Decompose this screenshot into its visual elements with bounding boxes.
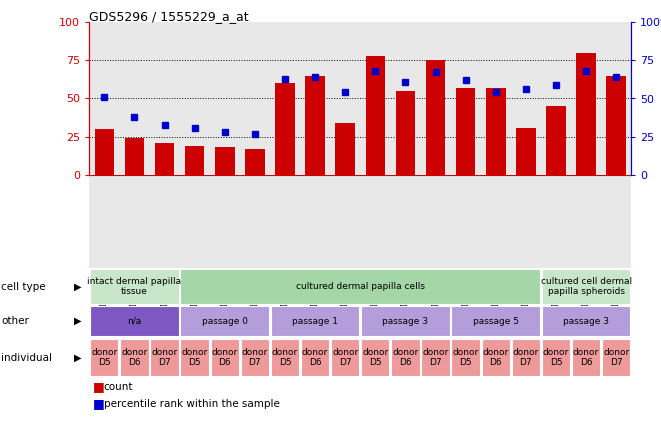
Text: passage 5: passage 5 (473, 316, 519, 326)
Text: ▶: ▶ (74, 352, 82, 363)
Text: count: count (104, 382, 134, 392)
Bar (271, 306, 360, 336)
Text: donor
D6: donor D6 (392, 348, 418, 367)
Text: donor
D7: donor D7 (332, 348, 358, 367)
Text: other: other (1, 316, 29, 326)
Bar (180, 269, 540, 304)
Text: ▶: ▶ (74, 281, 82, 291)
Bar (542, 339, 570, 376)
Text: cultured dermal papilla cells: cultured dermal papilla cells (295, 282, 425, 291)
Text: donor
D5: donor D5 (91, 348, 118, 367)
Text: donor
D5: donor D5 (182, 348, 208, 367)
Text: donor
D7: donor D7 (603, 348, 629, 367)
Text: donor
D5: donor D5 (362, 348, 389, 367)
Bar (361, 306, 449, 336)
Text: passage 3: passage 3 (563, 316, 609, 326)
Bar (150, 339, 178, 376)
Text: donor
D5: donor D5 (272, 348, 298, 367)
Text: passage 1: passage 1 (292, 316, 338, 326)
Bar (516, 128, 535, 175)
Bar (241, 339, 269, 376)
Bar (576, 52, 596, 175)
Bar (396, 91, 415, 175)
Bar (331, 339, 360, 376)
Bar (456, 88, 475, 175)
Text: cell type: cell type (1, 281, 46, 291)
Bar (301, 339, 329, 376)
Text: donor
D7: donor D7 (242, 348, 268, 367)
Bar (366, 56, 385, 175)
Bar (426, 60, 446, 175)
Bar (602, 339, 631, 376)
Bar (185, 146, 204, 175)
Bar (180, 339, 209, 376)
Bar (215, 148, 235, 175)
Text: passage 0: passage 0 (202, 316, 248, 326)
Bar (572, 339, 600, 376)
Bar (542, 269, 631, 304)
Text: donor
D7: donor D7 (513, 348, 539, 367)
Bar (90, 339, 118, 376)
Text: percentile rank within the sample: percentile rank within the sample (104, 399, 280, 409)
Bar (271, 339, 299, 376)
Text: n/a: n/a (128, 316, 141, 326)
Bar (305, 76, 325, 175)
Bar (155, 143, 175, 175)
Bar (391, 339, 420, 376)
Text: donor
D5: donor D5 (543, 348, 569, 367)
Bar (606, 76, 626, 175)
Text: donor
D5: donor D5 (453, 348, 479, 367)
Text: intact dermal papilla
tissue: intact dermal papilla tissue (87, 277, 182, 296)
Text: donor
D7: donor D7 (422, 348, 449, 367)
Bar (211, 339, 239, 376)
Bar (486, 88, 506, 175)
Bar (542, 306, 631, 336)
Text: ■: ■ (93, 381, 104, 393)
Text: donor
D6: donor D6 (302, 348, 329, 367)
Bar (421, 339, 449, 376)
Text: passage 3: passage 3 (383, 316, 428, 326)
Bar (90, 306, 178, 336)
Bar (180, 306, 269, 336)
Text: individual: individual (1, 352, 52, 363)
Bar (245, 149, 264, 175)
Bar (512, 339, 540, 376)
Bar (275, 83, 295, 175)
Text: ■: ■ (93, 398, 104, 410)
Text: GDS5296 / 1555229_a_at: GDS5296 / 1555229_a_at (89, 10, 249, 23)
Bar (335, 123, 355, 175)
Text: ▶: ▶ (74, 316, 82, 326)
Text: donor
D6: donor D6 (121, 348, 147, 367)
Text: donor
D6: donor D6 (483, 348, 509, 367)
Bar (125, 138, 144, 175)
Bar (451, 339, 480, 376)
Text: donor
D7: donor D7 (151, 348, 178, 367)
Text: cultured cell dermal
papilla spheroids: cultured cell dermal papilla spheroids (541, 277, 632, 296)
Bar (546, 106, 566, 175)
Bar (482, 339, 510, 376)
Bar (120, 339, 149, 376)
Text: donor
D6: donor D6 (573, 348, 600, 367)
Bar (90, 269, 178, 304)
Text: donor
D6: donor D6 (212, 348, 238, 367)
Bar (361, 339, 389, 376)
Bar (95, 129, 114, 175)
Bar (451, 306, 540, 336)
